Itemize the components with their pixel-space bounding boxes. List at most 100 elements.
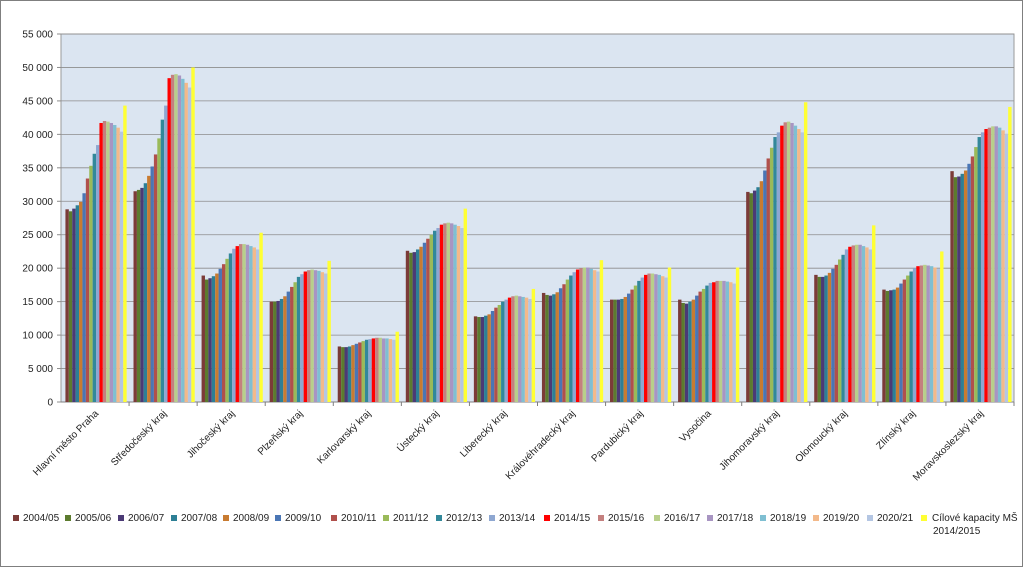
bar: [977, 137, 981, 403]
bar: [89, 165, 93, 402]
legend-swatch: [383, 515, 389, 521]
legend-label: 2013/14: [499, 513, 536, 524]
bar: [116, 127, 120, 402]
x-tick-label: Karlovarský kraj: [315, 408, 373, 466]
bar: [395, 331, 399, 402]
legend-swatch: [544, 515, 550, 521]
x-tick-label: Hlavní město Praha: [31, 408, 101, 478]
bar: [170, 74, 175, 402]
bar: [296, 276, 301, 402]
bar: [569, 275, 573, 402]
bar: [882, 289, 886, 402]
bar: [501, 301, 505, 402]
x-axis: Hlavní město Praha Středočeský kraj Jihoče…: [31, 407, 986, 483]
bar: [895, 287, 900, 402]
y-tick-label: 15 000: [22, 297, 53, 308]
bar: [208, 278, 212, 402]
bar: [422, 242, 427, 402]
bar: [752, 190, 757, 402]
bar: [579, 268, 583, 402]
bar: [378, 337, 382, 402]
bar: [341, 347, 345, 402]
bar: [463, 208, 467, 402]
x-tick-label: Vysočina: [678, 408, 715, 445]
y-tick-label: 45 000: [22, 96, 53, 107]
bar: [211, 276, 216, 402]
bar: [821, 276, 825, 402]
bar: [150, 166, 154, 402]
bar: [967, 163, 971, 402]
bar: [980, 132, 985, 402]
bar: [344, 347, 348, 402]
bar: [997, 127, 1002, 402]
bar: [487, 314, 491, 402]
bar: [984, 129, 988, 402]
bar: [153, 154, 158, 402]
bar: [541, 292, 546, 402]
x-tick-label: Jihočeský kraj: [185, 408, 237, 460]
bar: [109, 122, 114, 403]
bar: [439, 224, 444, 402]
bar: [841, 254, 845, 402]
bar: [317, 270, 321, 402]
bar: [303, 271, 308, 402]
x-tick-label: Olomoucký kraj: [793, 408, 850, 465]
y-tick-label: 30 000: [22, 197, 53, 208]
bar: [337, 346, 342, 402]
bar: [555, 292, 559, 402]
y-tick-label: 40 000: [22, 130, 53, 141]
bar: [79, 201, 83, 402]
legend-label: 2004/05: [23, 513, 60, 524]
bar: [827, 272, 832, 402]
bar: [667, 267, 672, 402]
x-tick-label: Královéhradecký kraj: [504, 408, 578, 482]
bar: [933, 267, 937, 402]
bar: [242, 244, 246, 402]
bar: [552, 294, 556, 402]
legend-label: 2007/08: [181, 513, 218, 524]
bar: [650, 273, 655, 402]
bar: [793, 125, 798, 402]
bar: [994, 126, 998, 403]
bar: [68, 211, 73, 402]
bar: [201, 275, 205, 402]
bar: [368, 339, 372, 402]
bar: [644, 274, 648, 402]
bar: [113, 124, 117, 402]
bar: [729, 282, 733, 402]
bar: [940, 251, 944, 402]
bar: [351, 345, 355, 402]
bar: [133, 191, 137, 402]
y-tick-label: 10 000: [22, 331, 53, 342]
bar: [255, 249, 260, 402]
bar: [647, 273, 651, 402]
bar: [797, 129, 801, 402]
bar: [347, 346, 352, 402]
bar: [735, 267, 740, 402]
bar: [307, 270, 311, 402]
bar: [681, 302, 685, 402]
bar: [620, 298, 624, 402]
bar: [773, 137, 777, 403]
legend-label: 2005/06: [75, 513, 112, 524]
bar: [630, 289, 634, 402]
bar: [436, 228, 440, 402]
bar: [684, 303, 689, 402]
bar: [562, 284, 566, 402]
bar: [419, 246, 423, 402]
legend-label: 2014/15: [554, 513, 591, 524]
bar: [872, 225, 876, 402]
bar: [136, 189, 141, 402]
bar: [909, 271, 913, 402]
bar: [817, 276, 822, 402]
bar: [637, 280, 641, 402]
bar: [252, 247, 256, 402]
bar: [324, 273, 328, 402]
bar: [249, 246, 253, 402]
legend-label: Cílové kapacity MŠ 2014/2015: [932, 511, 1018, 537]
bar: [102, 120, 107, 403]
bar: [582, 267, 587, 402]
legend-swatch: [598, 515, 604, 521]
bar: [705, 285, 709, 402]
bar: [279, 298, 284, 402]
